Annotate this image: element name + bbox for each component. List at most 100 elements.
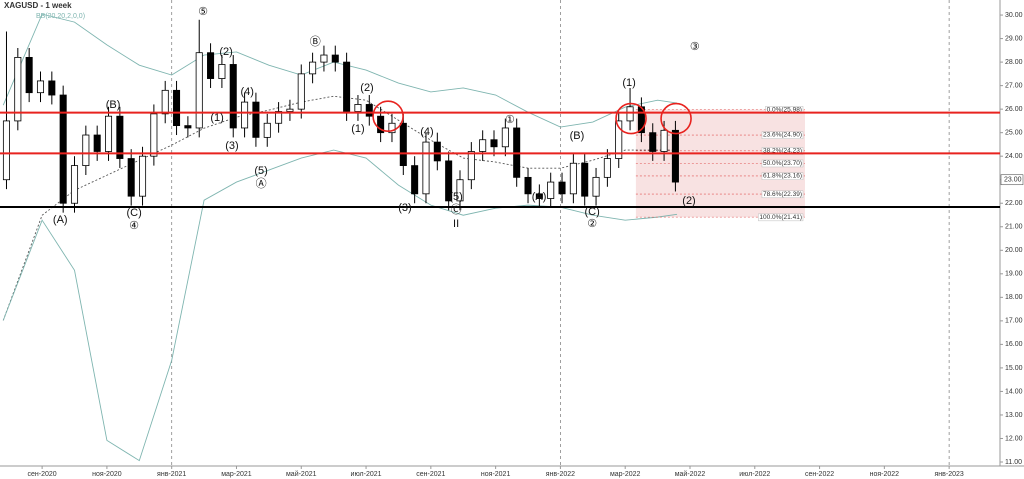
fib-label: 23.6%(24.90) — [763, 132, 802, 139]
wave-label: (5) — [449, 191, 462, 203]
fib-label: 78.6%(22.39) — [763, 191, 802, 198]
wave-label: ② — [587, 218, 597, 230]
y-tick-label: 29.00 — [1005, 35, 1023, 42]
candle-body — [116, 115, 124, 159]
y-tick-label: 20.00 — [1005, 247, 1023, 254]
y-tick-label: 24.00 — [1005, 153, 1023, 160]
candle-body — [241, 101, 249, 129]
y-tick-label: 28.00 — [1005, 59, 1023, 66]
candle-body — [569, 162, 577, 195]
candle-body — [150, 113, 158, 157]
wave-label: (2) — [219, 46, 232, 58]
candle-body — [218, 64, 226, 79]
x-tick-label: янв-2021 — [157, 471, 186, 478]
candle-body — [354, 104, 362, 112]
x-tick-label: май-2021 — [286, 470, 317, 478]
wave-label: (A) — [532, 191, 547, 203]
candle-body — [297, 73, 305, 110]
candle-body — [535, 193, 543, 199]
highlight-circle — [615, 102, 647, 135]
candle-body — [263, 122, 271, 138]
candle-body — [229, 64, 237, 129]
candle-body — [388, 122, 396, 134]
candle-body — [399, 122, 407, 167]
candle-body — [649, 132, 657, 152]
x-tick-label: июл-2022 — [739, 471, 770, 478]
candle-body — [2, 120, 10, 181]
candle-body — [603, 158, 611, 178]
x-tick-label: мар-2021 — [221, 471, 252, 478]
indicator-label: BB(20,20,2,0,0) — [36, 13, 85, 20]
wave-label: (1) — [622, 77, 635, 89]
candle-body — [581, 162, 589, 197]
wave-label: (B) — [570, 130, 585, 142]
candle-body — [445, 160, 453, 202]
wave-label: (3) — [225, 140, 238, 152]
wave-label: Ⓑ — [310, 35, 321, 48]
candle-body — [524, 176, 532, 195]
wave-label: (3) — [398, 202, 411, 214]
candle-body — [161, 89, 169, 115]
candle-body — [173, 89, 181, 127]
candle-body — [456, 179, 464, 202]
candle-body — [139, 155, 147, 197]
wave-label: (B) — [106, 99, 121, 111]
fib-label-bg — [758, 213, 804, 222]
fib-label: 100.0%(21.41) — [759, 214, 802, 221]
wave-label: ③ — [690, 41, 700, 53]
candle-body — [36, 80, 45, 94]
fib-label-bg — [761, 159, 804, 168]
y-tick-label: 30.00 — [1005, 12, 1023, 19]
x-tick-label: сен-2022 — [805, 471, 834, 478]
highlight-circle — [660, 102, 692, 135]
candle-body — [82, 134, 90, 167]
y-tick-label: 18.00 — [1005, 294, 1023, 301]
chart-title: XAGUSD - 1 week — [4, 1, 72, 10]
candle-body — [615, 120, 623, 159]
fib-label: 50.0%(23.70) — [763, 160, 802, 167]
candle-body — [411, 165, 419, 195]
wave-label: (A) — [53, 214, 68, 226]
y-tick-label: 17.00 — [1005, 318, 1023, 325]
fib-label: 61.8%(23.16) — [763, 173, 802, 180]
candle-body — [422, 141, 430, 195]
candle-body — [547, 181, 555, 199]
y-tick-label: 16.00 — [1005, 341, 1023, 348]
y-tick-label: 22.00 — [1005, 200, 1023, 207]
x-tick-label: янв-2022 — [546, 471, 575, 478]
candle-body — [252, 101, 260, 138]
wave-label: ① — [505, 114, 515, 126]
fib-label: 0.0%(25.98) — [767, 106, 802, 113]
fib-label-bg — [761, 190, 804, 199]
candle-body — [70, 165, 79, 204]
y-tick-label: 21.00 — [1005, 224, 1023, 231]
candle-body — [309, 61, 317, 75]
candle-body — [184, 125, 192, 129]
candle-body — [501, 127, 509, 148]
last-price-bg — [1000, 174, 1024, 186]
y-tick-label: 19.00 — [1005, 271, 1023, 278]
wave-label: Ⓐ — [256, 177, 267, 190]
candle-body — [207, 52, 215, 79]
candle-body — [275, 111, 283, 124]
wave-label: (4) — [240, 86, 253, 98]
x-tick-label: янв-2023 — [935, 471, 964, 478]
candle-body — [592, 176, 600, 197]
candle-body — [320, 54, 328, 63]
y-tick-label: 11.00 — [1005, 459, 1022, 466]
y-tick-label: 26.00 — [1005, 106, 1023, 113]
candle-body — [127, 158, 135, 197]
candle-body — [343, 61, 351, 112]
candle-body — [286, 108, 294, 112]
candle-body — [433, 141, 441, 162]
wave-label: (5) — [254, 165, 267, 177]
last-price-label: 23.00 — [1004, 177, 1022, 184]
y-tick-label: 14.00 — [1005, 388, 1023, 395]
candle-body — [48, 80, 56, 96]
fib-label-bg — [761, 147, 804, 155]
fib-label: 38.2%(24.23) — [763, 148, 802, 155]
candle-body — [490, 139, 498, 148]
candle-body — [671, 129, 679, 183]
wave-label: (C) — [126, 207, 141, 219]
candle-body — [479, 139, 487, 152]
